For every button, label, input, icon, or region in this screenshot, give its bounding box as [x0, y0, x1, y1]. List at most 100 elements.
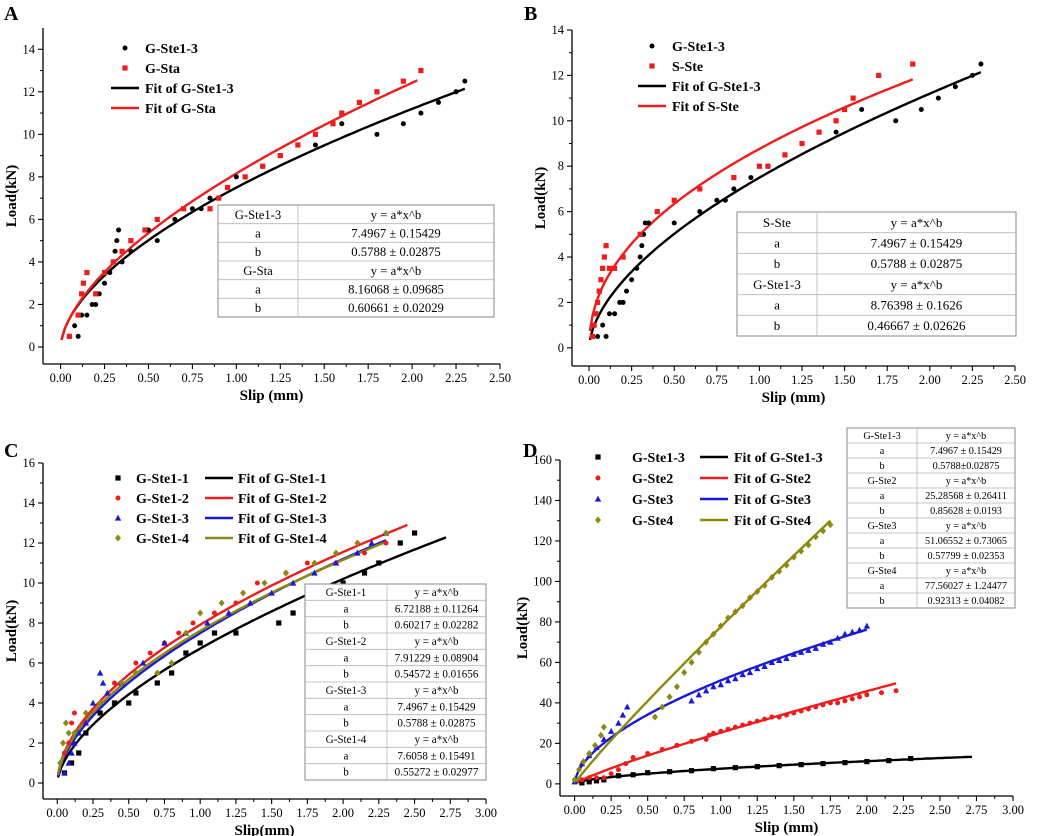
data-point	[596, 288, 602, 294]
data-point	[397, 540, 403, 546]
y-tick-label: 100	[533, 574, 552, 588]
y-tick-label: 0	[29, 776, 35, 790]
fit-table-cell: b	[774, 318, 781, 333]
legend-label: Fit of G-Ste3	[734, 493, 811, 508]
x-tick-label: 2.00	[919, 373, 941, 387]
data-point	[671, 197, 677, 203]
data-point	[639, 243, 645, 249]
data-point	[411, 530, 418, 536]
data-point	[805, 706, 811, 712]
data-point	[654, 209, 660, 215]
y-tick-label: 10	[23, 127, 36, 141]
data-point	[147, 650, 153, 656]
fit-table-cell: b	[255, 245, 261, 259]
data-point	[339, 110, 345, 116]
fit-table-cell: b	[774, 256, 781, 271]
x-tick-label: 2.25	[368, 806, 390, 820]
data-point	[339, 121, 345, 127]
x-tick-label: 0.25	[82, 806, 104, 820]
data-point	[827, 521, 834, 529]
data-point	[748, 175, 754, 181]
y-tick-label: 4	[558, 250, 565, 264]
data-point	[740, 722, 746, 728]
data-point	[247, 599, 254, 606]
x-tick-label: 0.00	[564, 803, 586, 817]
data-point	[681, 669, 688, 677]
x-tick-label: 1.50	[783, 803, 805, 817]
data-point	[722, 197, 728, 203]
data-point	[754, 718, 760, 724]
data-point	[104, 689, 111, 696]
legend-marker	[115, 475, 121, 481]
data-point	[893, 118, 899, 124]
data-point	[841, 630, 849, 637]
data-point	[834, 634, 841, 641]
y-tick-label: 12	[23, 85, 36, 99]
data-point	[586, 749, 593, 757]
data-point	[71, 739, 78, 746]
fit-curve	[588, 78, 914, 332]
data-point	[725, 614, 732, 622]
fit-table-cell: b	[255, 301, 261, 315]
x-tick-label: 2.00	[401, 371, 423, 385]
data-point	[133, 690, 139, 696]
data-point	[908, 755, 914, 762]
panel-label: C	[4, 440, 18, 462]
y-tick-label: 14	[552, 23, 565, 37]
y-tick-label: 120	[533, 534, 552, 548]
data-point	[805, 541, 812, 549]
data-point	[71, 710, 77, 716]
data-point	[225, 609, 232, 616]
data-point	[725, 726, 731, 732]
y-tick-label: 2	[29, 736, 35, 750]
data-point	[593, 778, 600, 784]
data-point	[579, 780, 585, 786]
x-tick-label: 0.75	[154, 806, 176, 820]
fit-table-cell: 0.55272 ± 0.02977	[395, 767, 479, 779]
fit-table-cell: 0.46667 ± 0.02626	[867, 318, 966, 333]
fit-table: G-Ste1-3 y = a*x^b a 7.4967 ± 0.15429 b 0.578…	[846, 427, 1016, 609]
data-point	[768, 573, 775, 581]
data-point	[798, 708, 804, 714]
data-point	[211, 630, 218, 636]
fit-table-cell: 0.60217 ± 0.02282	[395, 620, 479, 632]
data-point	[154, 238, 160, 244]
x-tick-label: 2.75	[439, 806, 461, 820]
data-point	[710, 766, 717, 772]
data-point	[606, 265, 613, 271]
data-point	[674, 742, 680, 748]
data-point	[798, 762, 804, 768]
data-point	[571, 776, 578, 784]
x-tick-label: 2.25	[445, 371, 467, 385]
data-point	[651, 713, 658, 721]
data-point	[383, 540, 389, 546]
data-point	[762, 716, 768, 722]
data-point	[706, 732, 712, 738]
data-point	[260, 163, 266, 169]
fit-table-cell: 7.4967 ± 0.15429	[930, 446, 1002, 457]
data-point	[139, 659, 147, 666]
data-point	[118, 679, 125, 687]
data-point	[634, 265, 640, 271]
legend-label: G-Ste4	[632, 514, 673, 529]
fit-table-cell: 7.91229 ± 0.08904	[395, 652, 479, 664]
series-g-ste1-3	[579, 755, 914, 786]
fit-table-cell: 8.76398 ± 0.1626	[871, 298, 963, 313]
fit-table-cell: 0.5788 ± 0.02875	[397, 718, 476, 730]
x-tick-label: 0.00	[46, 806, 68, 820]
fit-table-cell: a	[880, 446, 885, 457]
data-point	[833, 129, 839, 135]
series-g-ste2	[579, 688, 899, 783]
fit-table: G-Ste1-3 y = a*x^b a 7.4967 ± 0.15429 b 0.578…	[217, 204, 495, 318]
fit-table-cell: b	[343, 767, 349, 779]
data-point	[731, 174, 737, 181]
data-point	[637, 254, 643, 260]
fit-table-cell: b	[343, 620, 349, 632]
data-point	[833, 118, 839, 124]
fit-table-cell: 25.28568 ± 0.26411	[925, 491, 1007, 502]
y-tick-label: 14	[23, 496, 36, 510]
data-point	[374, 89, 380, 95]
data-point	[453, 89, 459, 95]
data-point	[114, 238, 120, 244]
x-tick-label: 0.25	[621, 373, 643, 387]
